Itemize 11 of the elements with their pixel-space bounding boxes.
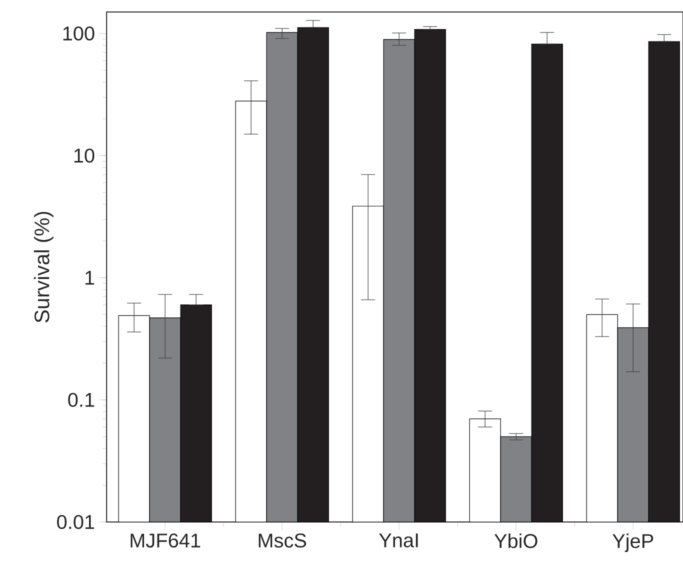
x-tick-label: MscS [258, 533, 306, 548]
y-tick-label: 10 [74, 148, 94, 163]
y-tick-label: 100 [63, 26, 94, 41]
x-tick-label: YjeP [612, 533, 654, 552]
x-tick-label: YnaI [379, 533, 418, 548]
y-tick-label: 1 [86, 270, 94, 285]
y-tick-label: 0.1 [68, 392, 94, 407]
x-tick-label: MJF641 [130, 533, 200, 548]
y-tick-label: 0.01 [57, 514, 94, 530]
y-axis-title: Survival (%) [34, 212, 54, 322]
x-tick-label: YbiO [494, 533, 538, 548]
